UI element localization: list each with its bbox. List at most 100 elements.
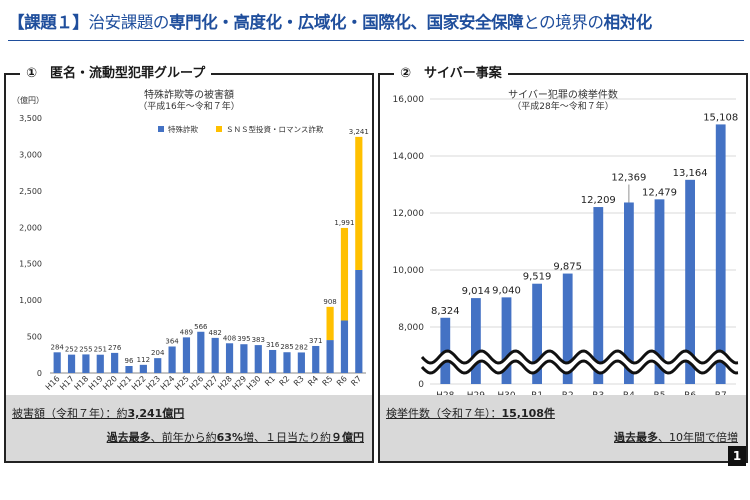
x-tick-label: H16: [44, 374, 62, 392]
legend-label-special-fraud: 特殊詐欺: [168, 124, 198, 134]
chart-title: 特殊詐欺等の被害額: [144, 88, 234, 101]
legend-label-sns-investment-fraud: ＳＮＳ型投資・ロマンス詐欺: [226, 124, 324, 134]
title-part-5: との境界の: [523, 13, 604, 32]
x-tick-label: R3: [592, 391, 604, 395]
bar-total-label: 371: [309, 337, 322, 345]
bar-special-fraud: [269, 349, 277, 373]
y-tick-label: 10,000: [393, 266, 425, 276]
bar-total-label: 96: [125, 357, 134, 365]
bar-total-label: 285: [280, 343, 293, 351]
fraud-damage-chart: 特殊詐欺等の被害額（平成16年～令和７年） （億円） 0 500 1,000 1,500 2…: [12, 88, 369, 392]
bar-total-label: 908: [323, 298, 336, 306]
y-tick-label: 1,500: [19, 260, 42, 269]
cyber-footer-line1: 検挙件数（令和７年）：15,108件: [386, 405, 555, 421]
x-tick-label: H19: [87, 374, 105, 392]
axis-break-line-bottom: [420, 359, 739, 375]
cyber-footer-value: 15,108件: [501, 407, 555, 420]
x-tick-label: R6: [684, 391, 696, 395]
x-tick-label: R5: [654, 391, 666, 395]
x-tick-label: H30: [245, 374, 263, 392]
title-part-2: 治安課題の: [88, 13, 170, 32]
bar-special-fraud: [154, 358, 162, 373]
bar-total-label: 1,991: [334, 219, 354, 227]
bar-special-fraud: [240, 344, 248, 373]
title-part-1: 【課題１】: [8, 13, 89, 32]
x-tick-label: R7: [349, 374, 363, 388]
bar-cybercrime-arrests: [654, 199, 665, 384]
bar-total-label: 204: [151, 349, 165, 357]
x-tick-label: H23: [144, 374, 162, 392]
panel-fraud-footer: 被害額（令和７年）：約3,241億円 過去最多、前年から約63%増、１日当たり約…: [6, 395, 372, 461]
bar-special-fraud: [139, 364, 147, 373]
legend-swatch-special-fraud: [158, 126, 164, 132]
x-tick-label: H20: [101, 374, 119, 392]
fraud-footer-line1: 被害額（令和７年）：約3,241億円: [12, 405, 184, 421]
panel-fraud: ① 匿名・流動型犯罪グループ 特殊詐欺等の被害額 （平成16年～令和７年） （億円）…: [4, 65, 374, 463]
title-part-3: 専門化・高度化・広域化・国際化、: [169, 13, 427, 32]
x-tick-label: R4: [306, 374, 320, 388]
y-unit-label: （億円）: [12, 95, 44, 105]
y-tick-label: 1,000: [19, 296, 42, 305]
cyber-footer-record: 過去最多: [614, 431, 658, 444]
x-tick-label: R7: [715, 391, 727, 395]
bar-special-fraud: [326, 340, 334, 373]
x-tick-label: H27: [202, 374, 220, 392]
x-tick-label: H26: [187, 374, 205, 392]
x-tick-label: H25: [173, 374, 191, 392]
chart-subtitle: （平成28年～令和７年）: [512, 100, 613, 112]
bar-value-label: 12,479: [642, 187, 677, 198]
bar-special-fraud: [254, 345, 262, 373]
y-tick-label: 3,500: [19, 114, 42, 123]
fraud-footer-label: 被害額（令和７年）：約: [12, 407, 128, 420]
title-part-4: 国家安全保障: [426, 13, 524, 32]
page-title: 【課題１】治安課題の専門化・高度化・広域化・国際化、国家安全保障との境界の相対化: [8, 8, 748, 38]
y-tick-label: 0: [37, 369, 42, 378]
bar-special-fraud: [168, 346, 176, 373]
bar-value-label: 15,108: [703, 112, 738, 123]
bar-total-label: 566: [194, 323, 208, 331]
bar-special-fraud: [82, 354, 90, 373]
bar-special-fraud: [211, 337, 219, 373]
bar-special-fraud: [96, 354, 104, 373]
bar-total-label: 112: [137, 356, 150, 364]
x-tick-label: H28: [216, 374, 234, 392]
y-tick-label: 0: [418, 380, 424, 390]
x-tick-label: R5: [321, 374, 335, 388]
bar-cybercrime-arrests: [501, 297, 512, 384]
bar-value-label: 12,369: [611, 172, 646, 183]
cybercrime-arrests-chart: サイバー犯罪の検挙件数（平成28年～令和７年） 0 8,000 10,000 12,00…: [393, 88, 739, 395]
chart-title: サイバー犯罪の検挙件数: [508, 88, 618, 101]
x-tick-label: R2: [278, 374, 292, 388]
bar-sns-investment-fraud: [355, 136, 363, 270]
y-tick-label: 3,000: [19, 150, 42, 159]
bar-special-fraud: [225, 343, 234, 373]
bar-total-label: 3,241: [349, 128, 369, 136]
fraud-footer-line2: 過去最多、前年から約63%増、１日当たり約９億円: [107, 429, 364, 445]
chart-subtitle: （平成16年～令和７年）: [138, 100, 239, 112]
bar-total-label: 276: [108, 344, 122, 352]
fraud-footer-text-a: 、前年から約: [150, 431, 217, 444]
x-tick-label: R3: [292, 374, 306, 388]
bar-value-label: 13,164: [673, 168, 708, 179]
bar-special-fraud: [197, 331, 205, 373]
x-tick-label: R1: [531, 391, 543, 395]
cyber-footer-line2: 過去最多、10年間で倍増: [614, 429, 738, 445]
x-tick-label: H29: [231, 374, 249, 392]
bar-total-label: 482: [208, 329, 221, 337]
bar-special-fraud: [53, 352, 61, 373]
x-tick-label: H22: [130, 374, 148, 392]
x-tick-label: H17: [58, 374, 76, 392]
x-tick-label: H30: [497, 391, 515, 395]
y-tick-label: 500: [27, 333, 42, 342]
x-tick-label: R1: [263, 374, 277, 388]
bar-total-label: 395: [237, 335, 250, 343]
panel-cyber-title: ② サイバー事案: [394, 65, 508, 83]
title-divider: [8, 40, 744, 41]
title-part-6: 相対化: [603, 13, 653, 32]
x-tick-label: H24: [159, 374, 177, 392]
fraud-footer-record: 過去最多: [106, 431, 151, 444]
fraud-footer-value: 3,241億円: [127, 407, 185, 420]
bar-special-fraud: [111, 352, 119, 373]
bar-cybercrime-arrests: [685, 179, 695, 384]
y-tick-label: 8,000: [398, 323, 424, 333]
